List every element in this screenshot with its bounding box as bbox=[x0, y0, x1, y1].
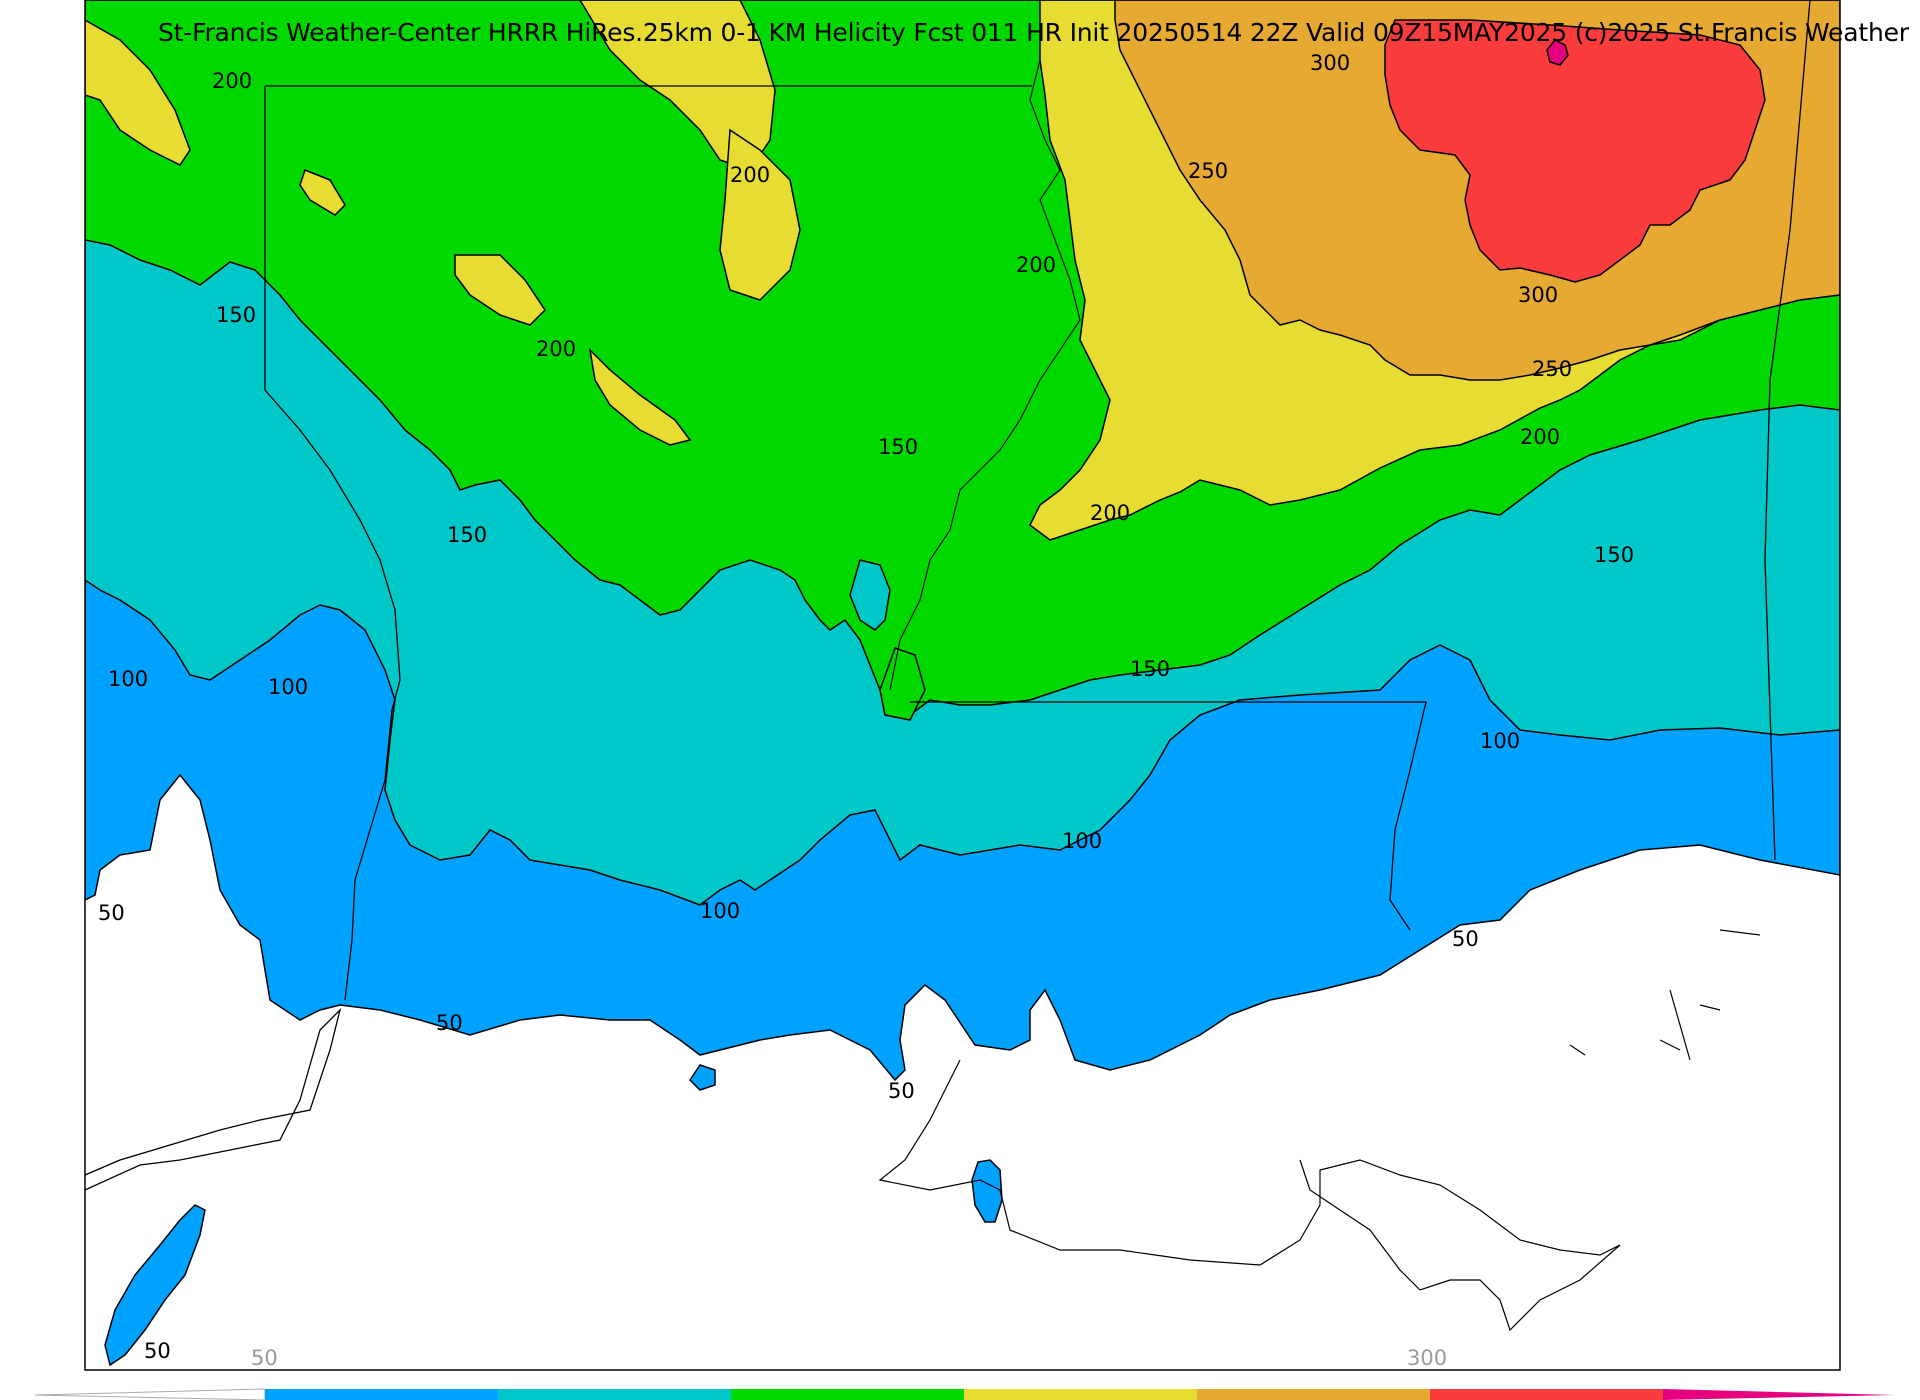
barrier-islands bbox=[1569, 929, 1761, 1061]
blob-magenta-peak bbox=[1546, 39, 1569, 66]
contour-label: 100 bbox=[268, 675, 308, 699]
contour-label: 250 bbox=[1532, 357, 1572, 381]
contour-label: 200 bbox=[1520, 425, 1560, 449]
map-frame bbox=[84, 0, 1841, 1371]
coastline bbox=[85, 1007, 342, 1191]
colorbar-segment-50-100 bbox=[265, 1389, 498, 1400]
blob-blue-island bbox=[971, 1159, 1003, 1223]
colorbar-segment-150-200 bbox=[731, 1389, 964, 1400]
blob-teal-interior bbox=[849, 559, 891, 631]
contour-label: 150 bbox=[447, 523, 487, 547]
state-boundary-ms-al-south bbox=[910, 701, 1427, 931]
colorbar bbox=[34, 1388, 1895, 1400]
contour-label: 300 bbox=[1518, 283, 1558, 307]
contour-label: 100 bbox=[1062, 829, 1102, 853]
contour-labels: 200 200 200 200 200 200 250 250 300 300 … bbox=[98, 51, 1634, 1363]
contour-label: 50 bbox=[144, 1339, 171, 1363]
contour-label: 50 bbox=[98, 901, 125, 925]
blob-yellow-streak2 bbox=[454, 254, 546, 326]
contour-label: 100 bbox=[108, 667, 148, 691]
contour-label: 300 bbox=[1310, 51, 1350, 75]
contour-label: 200 bbox=[1016, 253, 1056, 277]
colorbar-segment-200-250 bbox=[964, 1389, 1197, 1400]
contour-label: 100 bbox=[700, 899, 740, 923]
boundaries bbox=[85, 0, 1811, 1332]
band-300-350 bbox=[1384, 19, 1766, 283]
colorbar-tick-label: 50 bbox=[251, 1346, 278, 1370]
blob-yellow-nw bbox=[85, 19, 191, 166]
colorbar-tick-label: 300 bbox=[1407, 1346, 1448, 1370]
delta-coastline bbox=[878, 1059, 1621, 1332]
contour-label: 200 bbox=[730, 163, 770, 187]
contour-label: 150 bbox=[1594, 543, 1634, 567]
blob-blue-south bbox=[689, 1064, 716, 1091]
contour-label: 200 bbox=[212, 69, 252, 93]
contour-label: 100 bbox=[1480, 729, 1520, 753]
mississippi-river bbox=[889, 59, 1081, 691]
contour-label: 50 bbox=[888, 1079, 915, 1103]
colorbar-segment-250-300 bbox=[1197, 1389, 1430, 1400]
map-title: St-Francis Weather-Center HRRR HiRes.25k… bbox=[158, 18, 1909, 47]
blob-yellow-streak3 bbox=[299, 169, 346, 216]
filled-contours bbox=[85, 0, 1840, 1370]
contour-label: 250 bbox=[1188, 159, 1228, 183]
colorbar-segment-300-350 bbox=[1430, 1389, 1663, 1400]
contour-label: 150 bbox=[878, 435, 918, 459]
blob-yellow-streak1 bbox=[588, 347, 692, 446]
blob-blue-lake bbox=[104, 1204, 206, 1367]
colorbar-arrow-left bbox=[34, 1388, 266, 1400]
contour-label: 150 bbox=[216, 303, 256, 327]
colorbar-segment-100-150 bbox=[498, 1389, 731, 1400]
blob-yellow-ne-tongue bbox=[719, 128, 801, 301]
contour-label: 200 bbox=[1090, 501, 1130, 525]
state-boundary-la-ms bbox=[264, 86, 401, 1001]
contour-label: 150 bbox=[1130, 657, 1170, 681]
state-boundary-ms-al bbox=[1764, 0, 1811, 861]
contour-label: 50 bbox=[1452, 927, 1479, 951]
contour-label: 50 bbox=[436, 1011, 463, 1035]
contour-label: 200 bbox=[536, 337, 576, 361]
colorbar-arrow-right bbox=[1663, 1389, 1895, 1400]
